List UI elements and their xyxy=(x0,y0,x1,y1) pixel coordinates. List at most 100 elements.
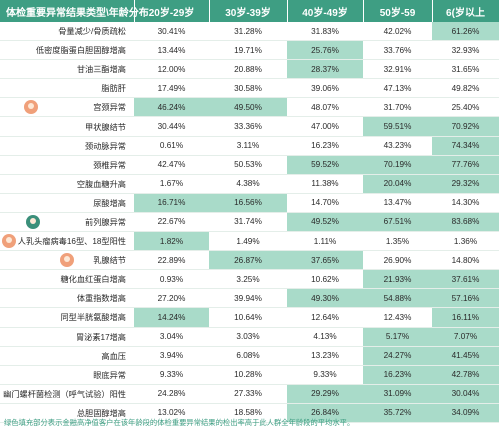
value-cell: 32.93% xyxy=(432,40,499,61)
table-row: 颈椎异常 42.47% 50.53% 59.52% 70.19% 77.76% xyxy=(0,155,499,175)
row-label: 尿酸增高 xyxy=(0,193,134,213)
row-label: 宫颈异常 xyxy=(0,97,134,118)
row-label: 乳腺结节 xyxy=(0,250,134,271)
value-cell: 47.00% xyxy=(287,116,363,137)
value-cell: 19.71% xyxy=(209,40,287,61)
value-cell: 1.49% xyxy=(209,231,287,252)
value-cell: 9.33% xyxy=(134,365,209,385)
table-row: 乳腺结节 22.89% 26.87% 37.65% 26.90% 14.80% xyxy=(0,250,499,271)
value-cell: 13.02% xyxy=(134,403,209,423)
value-cell: 14.70% xyxy=(287,193,363,213)
value-cell: 54.88% xyxy=(363,288,432,309)
value-cell: 37.65% xyxy=(287,250,363,271)
value-cell: 17.49% xyxy=(134,78,209,99)
value-cell: 0.93% xyxy=(134,269,209,290)
value-cell: 6.08% xyxy=(209,346,287,366)
value-cell: 3.94% xyxy=(134,346,209,366)
value-cell: 57.16% xyxy=(432,288,499,309)
value-cell: 30.58% xyxy=(209,78,287,99)
row-label: 前列腺异常 xyxy=(0,212,134,233)
value-cell: 30.04% xyxy=(432,384,499,404)
table-row: 空腹血糖升高 1.67% 4.38% 11.38% 20.04% 29.32% xyxy=(0,174,499,194)
table-header-row: 体检重要异常结果类型\年龄分布 20岁-29岁 30岁-39岁 40岁-49岁 … xyxy=(0,0,499,22)
value-cell: 42.47% xyxy=(134,155,209,175)
row-label: 颈椎异常 xyxy=(0,155,134,175)
row-label-text: 幽门螺杆菌检测（呼气试验）阳性 xyxy=(3,389,126,399)
value-cell: 20.88% xyxy=(209,59,287,80)
table-row: 尿酸增高 16.71% 16.56% 14.70% 13.47% 14.30% xyxy=(0,193,499,213)
value-cell: 26.90% xyxy=(363,250,432,271)
value-cell: 59.51% xyxy=(363,116,432,137)
table-row: 颈动脉异常 0.61% 3.11% 16.23% 43.23% 74.34% xyxy=(0,136,499,156)
value-cell: 13.44% xyxy=(134,40,209,61)
value-cell: 83.68% xyxy=(432,212,499,233)
value-cell: 16.23% xyxy=(287,136,363,156)
value-cell: 43.23% xyxy=(363,136,432,156)
row-label-text: 低密度脂蛋白胆固醇增高 xyxy=(35,46,126,56)
header-age-60-plus: 6(岁以上 xyxy=(432,0,499,22)
value-cell: 31.70% xyxy=(363,97,432,118)
table-row: 总胆固醇增高 13.02% 18.58% 26.84% 35.72% 34.09% xyxy=(0,403,499,423)
value-cell: 26.87% xyxy=(209,250,287,271)
value-cell: 13.47% xyxy=(363,193,432,213)
value-cell: 39.94% xyxy=(209,288,287,309)
value-cell: 70.92% xyxy=(432,116,499,137)
value-cell: 67.51% xyxy=(363,212,432,233)
value-cell: 13.23% xyxy=(287,346,363,366)
value-cell: 12.00% xyxy=(134,59,209,80)
row-label-text: 眼底异常 xyxy=(93,370,126,380)
female-avatar-icon xyxy=(24,100,38,115)
table-row: 骨量减少/骨质疏松 30.41% 31.28% 31.83% 42.02% 61.26% xyxy=(0,22,499,42)
value-cell: 22.67% xyxy=(134,212,209,233)
male-avatar-icon xyxy=(26,214,40,229)
header-age-50-59: 50岁-59 xyxy=(363,0,433,22)
value-cell: 33.76% xyxy=(363,40,432,61)
value-cell: 12.43% xyxy=(363,307,432,328)
value-cell: 16.23% xyxy=(363,365,432,385)
value-cell: 31.74% xyxy=(209,212,287,233)
row-label-text: 颈椎异常 xyxy=(93,160,126,170)
row-label-text: 总胆固醇增高 xyxy=(76,408,126,418)
value-cell: 26.84% xyxy=(287,403,363,423)
row-label-text: 胃泌素17增高 xyxy=(75,332,126,342)
row-label: 甘油三酯增高 xyxy=(0,59,134,80)
row-label-text: 骨量减少/骨质疏松 xyxy=(58,27,126,37)
value-cell: 29.32% xyxy=(432,174,499,194)
table-row: 前列腺异常 22.67% 31.74% 49.52% 67.51% 83.68% xyxy=(0,212,499,233)
table-row: 幽门螺杆菌检测（呼气试验）阳性 24.28% 27.33% 29.29% 31.09% 3… xyxy=(0,384,499,404)
value-cell: 49.30% xyxy=(287,288,363,309)
row-label: 幽门螺杆菌检测（呼气试验）阳性 xyxy=(0,384,134,404)
value-cell: 11.38% xyxy=(287,174,363,194)
value-cell: 22.89% xyxy=(134,250,209,271)
value-cell: 10.28% xyxy=(209,365,287,385)
row-label-text: 乳腺结节 xyxy=(93,256,126,266)
value-cell: 31.09% xyxy=(363,384,432,404)
row-label: 甲状腺结节 xyxy=(0,116,134,137)
row-label-text: 颈动脉异常 xyxy=(85,141,126,151)
table-row: 眼底异常 9.33% 10.28% 9.33% 16.23% 42.78% xyxy=(0,365,499,385)
row-label: 总胆固醇增高 xyxy=(0,403,134,423)
value-cell: 10.64% xyxy=(209,307,287,328)
value-cell: 24.28% xyxy=(134,384,209,404)
value-cell: 20.04% xyxy=(363,174,432,194)
table-row: 脂肪肝 17.49% 30.58% 39.06% 47.13% 49.82% xyxy=(0,78,499,99)
value-cell: 49.82% xyxy=(432,78,499,99)
row-label-text: 人乳头瘤病毒16型、18型阳性 xyxy=(17,237,126,247)
value-cell: 49.50% xyxy=(209,97,287,118)
value-cell: 35.72% xyxy=(363,403,432,423)
row-label: 胃泌素17增高 xyxy=(0,327,134,347)
row-label: 颈动脉异常 xyxy=(0,136,134,156)
value-cell: 59.52% xyxy=(287,155,363,175)
table-row: 人乳头瘤病毒16型、18型阳性 1.82% 1.49% 1.11% 1.35% 1.36% xyxy=(0,231,499,252)
value-cell: 46.24% xyxy=(134,97,209,118)
value-cell: 41.45% xyxy=(432,346,499,366)
row-label-text: 前列腺异常 xyxy=(85,217,126,227)
value-cell: 77.76% xyxy=(432,155,499,175)
value-cell: 3.25% xyxy=(209,269,287,290)
table-row: 低密度脂蛋白胆固醇增高 13.44% 19.71% 25.76% 33.76% 32.93… xyxy=(0,40,499,61)
row-label-text: 同型半胱氨酸增高 xyxy=(60,313,126,323)
value-cell: 50.53% xyxy=(209,155,287,175)
row-label-text: 甲状腺结节 xyxy=(85,122,126,132)
header-age-20-29: 20岁-29岁 xyxy=(134,0,210,22)
value-cell: 3.11% xyxy=(209,136,287,156)
